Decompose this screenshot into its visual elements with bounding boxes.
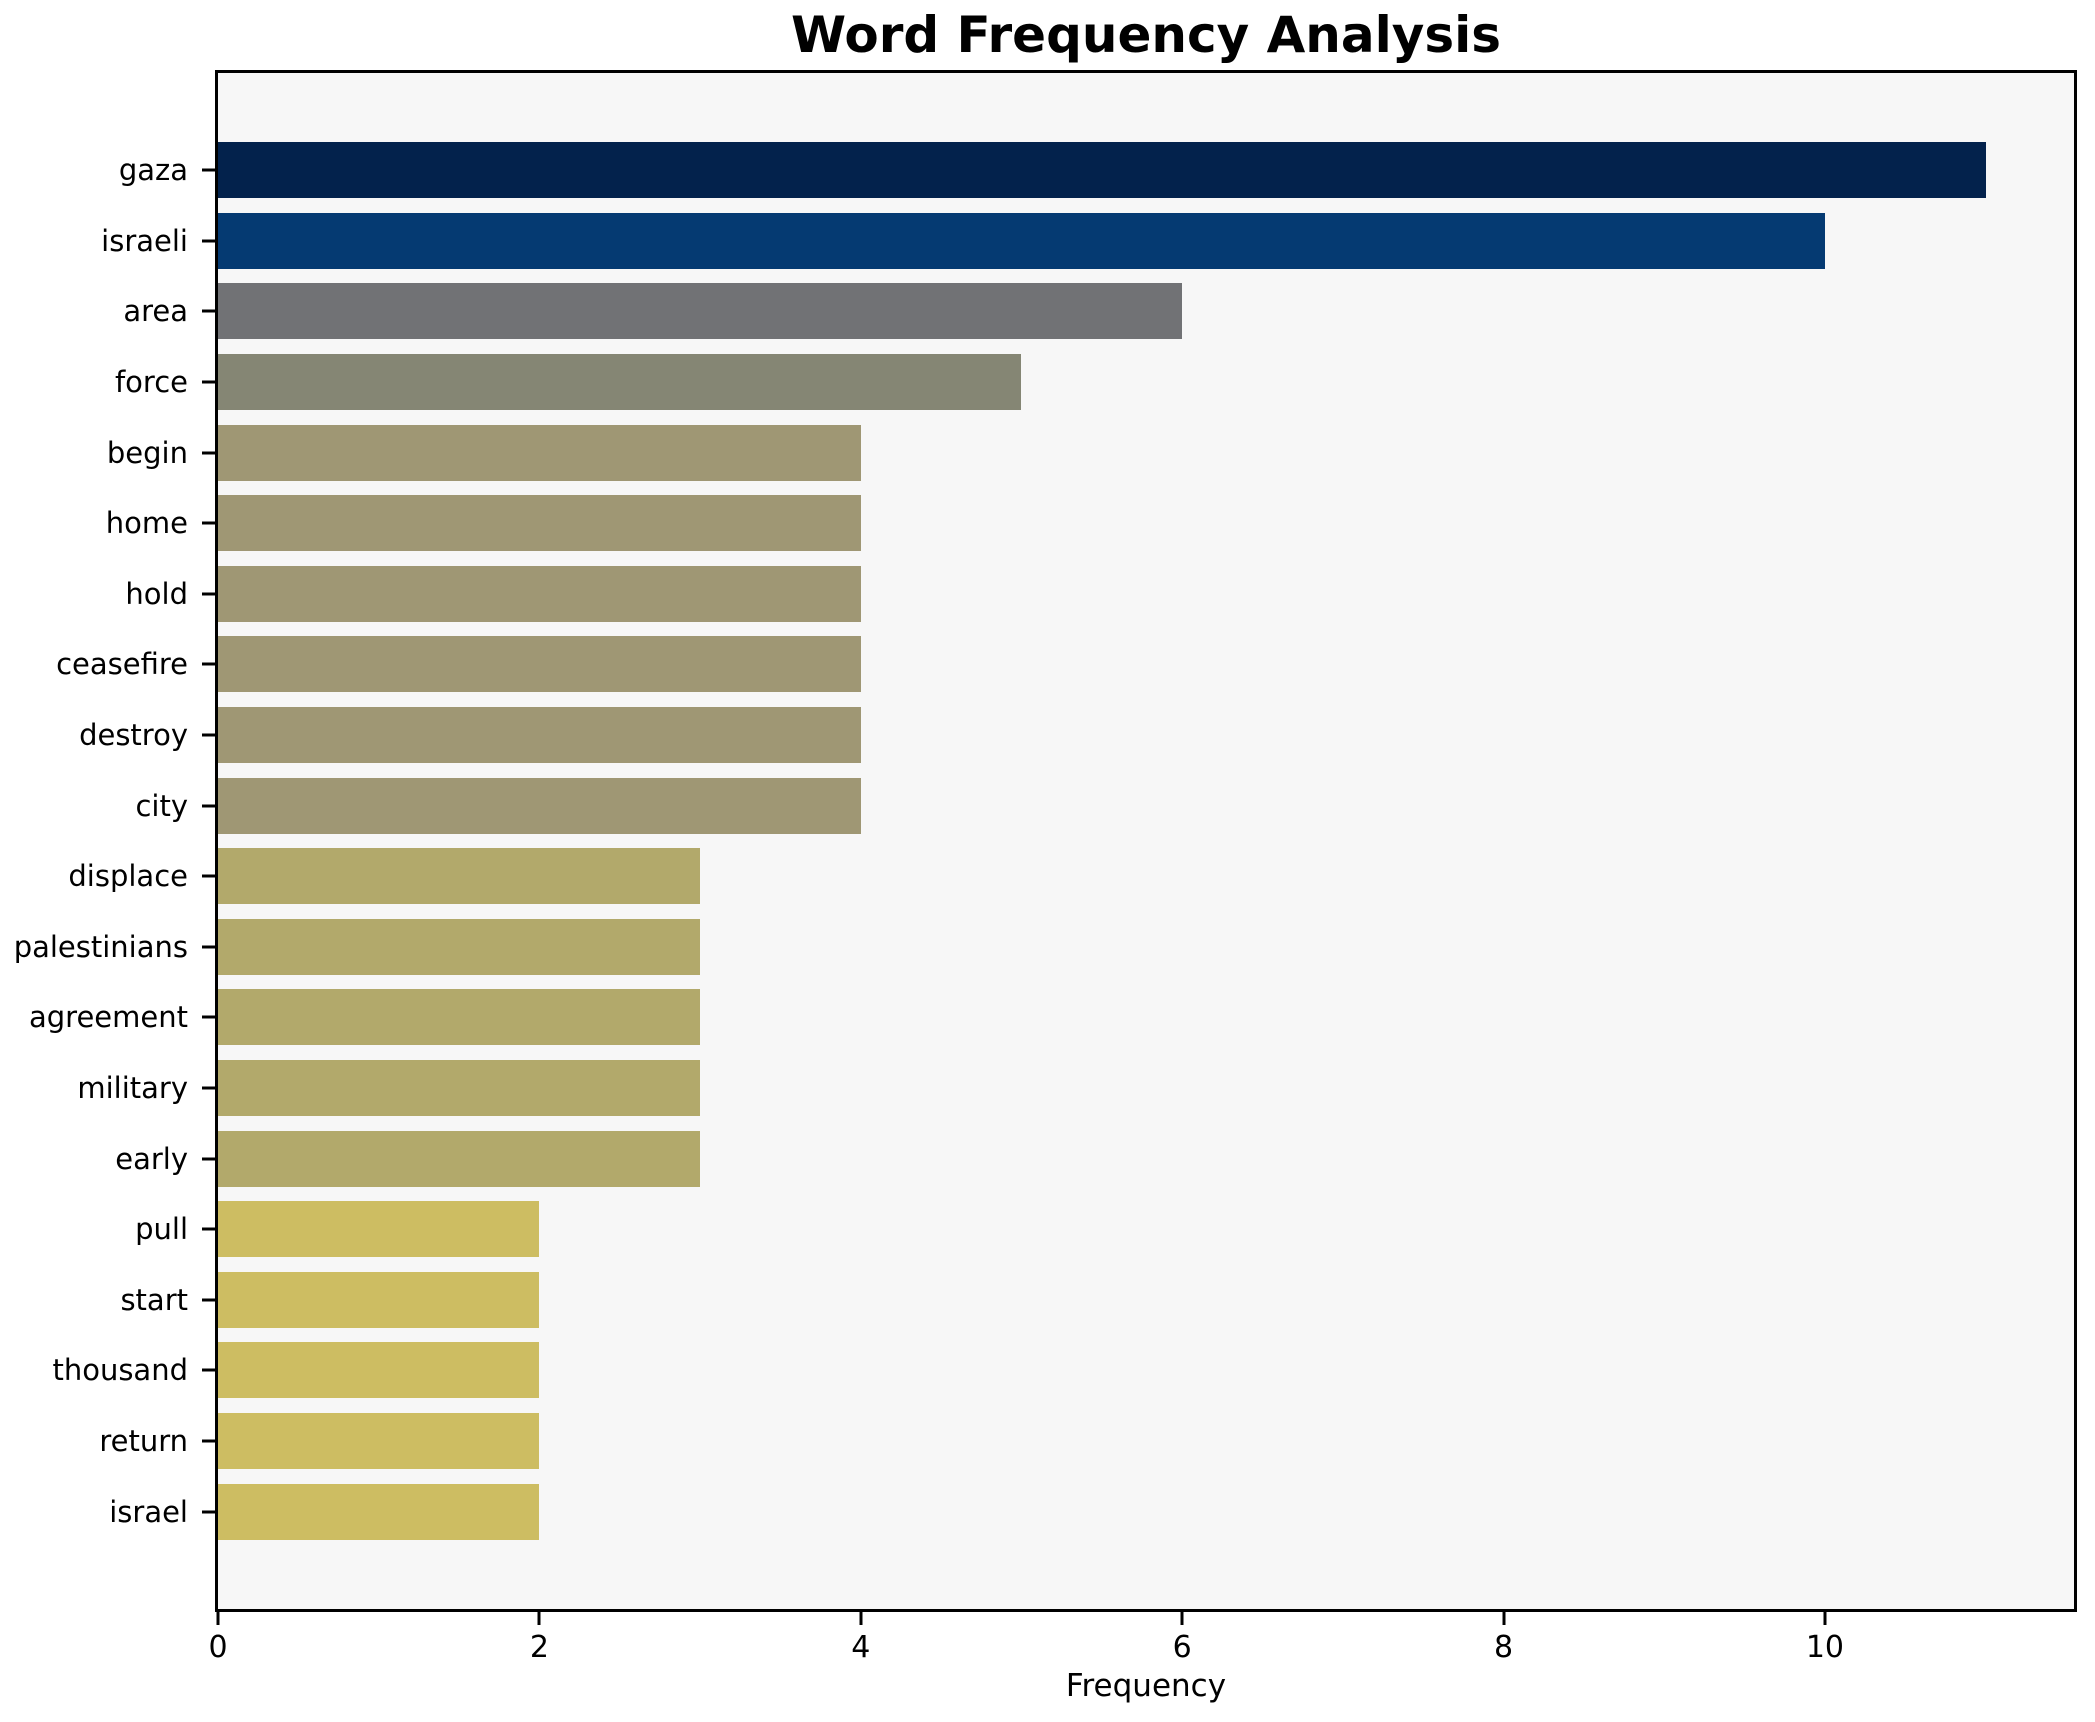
bar-force [218, 354, 1022, 411]
bar-row: home [106, 488, 2074, 559]
bar-early [218, 1130, 701, 1187]
bar-row: area [123, 276, 2074, 347]
bar-row: israel [109, 1476, 2074, 1547]
bar-row: hold [125, 559, 2074, 630]
bar-row: begin [107, 417, 2074, 488]
bar-home [218, 495, 861, 552]
y-tick-label: begin [106, 435, 188, 470]
y-tick-label: home [105, 506, 188, 541]
bar-israel [218, 1483, 540, 1540]
y-tick-label: agreement [29, 1000, 188, 1035]
y-tick-label: ceasefire [56, 647, 188, 682]
y-tick-mark [202, 804, 215, 808]
x-tick-line [859, 1612, 863, 1625]
bar-destroy [218, 707, 861, 764]
x-tick-label: 8 [1493, 1630, 1514, 1665]
bars-container: gaza israeli area force begin home hold ceasefi… [14, 73, 2074, 1609]
y-tick-mark [202, 733, 215, 737]
bar-pull [218, 1201, 540, 1258]
y-tick-label: israeli [101, 223, 188, 258]
bar-displace [218, 848, 701, 905]
y-tick-label: displace [68, 859, 188, 894]
bar-israeli [218, 212, 1825, 269]
x-tick-label: 2 [529, 1630, 549, 1665]
y-tick-label: thousand [52, 1353, 188, 1388]
bar-gaza [218, 142, 1986, 199]
bar-row: displace [68, 841, 2074, 912]
bar-row: agreement [29, 982, 2074, 1053]
y-tick-label: area [123, 294, 188, 329]
y-tick-label: city [135, 788, 188, 823]
y-tick-label: start [120, 1282, 188, 1317]
bar-row: military [77, 1053, 2074, 1124]
bar-thousand [218, 1342, 540, 1399]
bar-return [218, 1412, 540, 1469]
y-tick-label: military [77, 1071, 188, 1106]
bar-ceasefire [218, 636, 861, 693]
x-tick-line [216, 1612, 220, 1625]
bar-row: return [99, 1406, 2074, 1477]
bar-row: israeli [101, 206, 2074, 277]
y-tick-mark [202, 451, 215, 455]
y-tick-mark [202, 662, 215, 666]
x-tick-line [1823, 1612, 1827, 1625]
y-tick-label: pull [135, 1212, 188, 1247]
bar-row: start [120, 1265, 2074, 1336]
bar-row: palestinians [14, 912, 2074, 983]
y-tick-mark [202, 168, 215, 172]
y-tick-label: hold [125, 576, 188, 611]
bar-row: early [115, 1123, 2074, 1194]
bar-row: pull [135, 1194, 2074, 1265]
bar-row: gaza [119, 135, 2074, 206]
x-tick-label: 0 [208, 1630, 228, 1665]
x-tick-label: 4 [851, 1630, 871, 1665]
y-tick-label: gaza [118, 153, 188, 188]
bar-military [218, 1060, 701, 1117]
bar-row: destroy [79, 700, 2074, 771]
bar-begin [218, 424, 861, 481]
x-tick-line [1180, 1612, 1184, 1625]
bar-row: thousand [52, 1335, 2074, 1406]
y-tick-label: destroy [79, 718, 188, 753]
bar-row: ceasefire [56, 629, 2074, 700]
y-tick-mark [202, 592, 215, 596]
y-tick-mark [202, 1015, 215, 1019]
x-tick-line [537, 1612, 541, 1625]
y-tick-mark [202, 521, 215, 525]
y-tick-mark [202, 1510, 215, 1514]
y-tick-mark [202, 1086, 215, 1090]
y-tick-mark [202, 874, 215, 878]
bar-city [218, 777, 861, 834]
chart-title: Word Frequency Analysis [790, 6, 1502, 64]
bar-start [218, 1271, 540, 1328]
y-tick-mark [202, 309, 215, 313]
y-tick-label: return [99, 1423, 188, 1458]
y-tick-mark [202, 945, 215, 949]
y-tick-label: palestinians [13, 929, 188, 964]
x-axis-label: Frequency [1065, 1668, 1227, 1704]
bar-row: force [115, 347, 2074, 418]
y-tick-mark [202, 239, 215, 243]
y-tick-mark [202, 380, 215, 384]
x-tick-line [1502, 1612, 1506, 1625]
y-tick-label: israel [109, 1494, 188, 1529]
x-tick-label: 10 [1805, 1630, 1845, 1665]
x-tick-label: 6 [1172, 1630, 1192, 1665]
bar-agreement [218, 989, 701, 1046]
y-tick-mark [202, 1439, 215, 1443]
bar-palestinians [218, 918, 701, 975]
y-tick-mark [202, 1227, 215, 1231]
y-tick-label: early [115, 1141, 188, 1176]
y-tick-mark [202, 1298, 215, 1302]
y-tick-mark [202, 1157, 215, 1161]
bar-hold [218, 565, 861, 622]
bar-row: city [135, 770, 2074, 841]
y-tick-mark [202, 1368, 215, 1372]
plot-area: gaza israeli area force begin home hold ceasefi… [14, 70, 2077, 1612]
y-tick-label: force [114, 365, 188, 400]
bar-area [218, 283, 1183, 340]
